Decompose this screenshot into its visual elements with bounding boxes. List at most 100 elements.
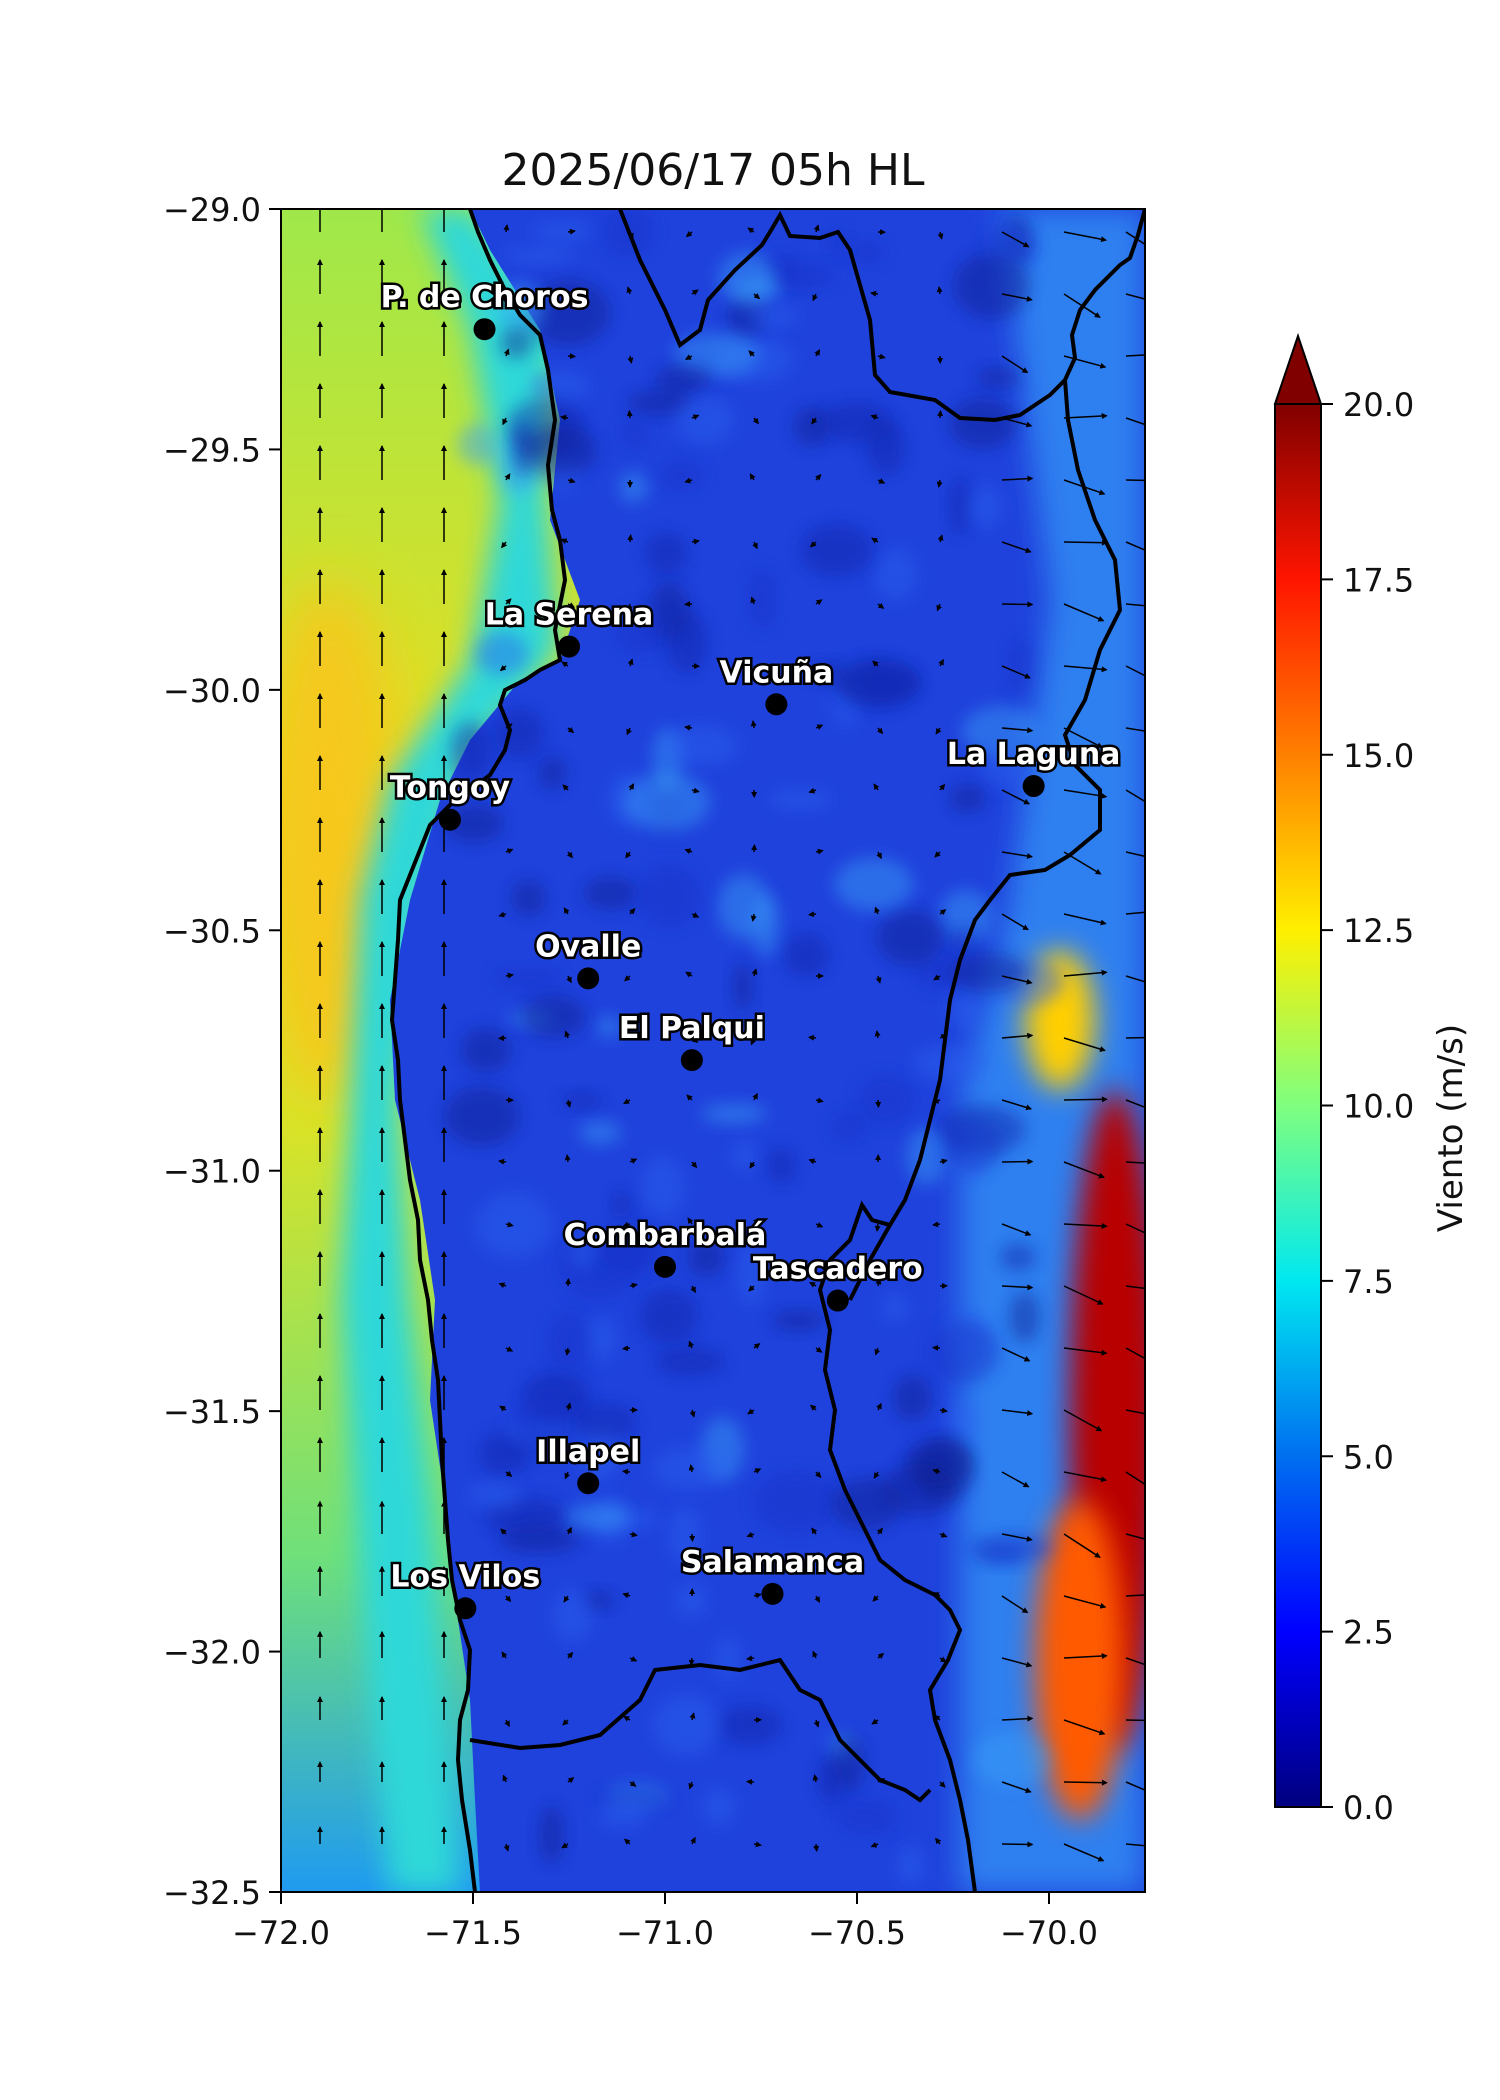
wind-vector <box>1063 1347 1108 1356</box>
wind-vector <box>566 851 573 859</box>
wind-vector <box>874 906 881 915</box>
wind-vector <box>813 1843 820 1852</box>
land-texture-patch <box>597 1802 648 1828</box>
land-texture-patch <box>620 421 649 447</box>
colorbar-tick-label: 0.0 <box>1343 1789 1394 1827</box>
wind-vectors <box>317 209 1145 1862</box>
wind-vector <box>1063 1533 1101 1558</box>
land-texture-patch <box>939 889 994 943</box>
wind-vector <box>687 1217 694 1225</box>
wind-vector <box>629 1158 638 1164</box>
wind-vector <box>1063 727 1104 749</box>
wind-vector <box>876 851 882 860</box>
wind-vector <box>812 293 818 302</box>
wind-vector <box>689 1409 696 1418</box>
wind-vector <box>936 603 943 612</box>
land-texture-patch <box>469 1481 523 1510</box>
wind-vector <box>1063 1222 1108 1229</box>
land-texture-patch <box>746 304 799 329</box>
wind-vector <box>629 1531 638 1538</box>
land-texture-patch <box>771 1310 826 1331</box>
wind-vector <box>935 1837 942 1845</box>
wind-vector <box>1125 1781 1145 1791</box>
wind-vector <box>870 290 879 297</box>
wind-vector <box>564 1347 571 1356</box>
wind-vector <box>498 788 507 794</box>
wind-vector <box>1063 1843 1105 1862</box>
land-texture-patch <box>947 1116 1003 1173</box>
land-texture-patch <box>475 1192 553 1258</box>
land-texture-patch <box>986 220 1035 265</box>
wind-vector <box>1001 1715 1034 1722</box>
wind-vector <box>1001 665 1031 679</box>
wind-vector <box>1001 789 1030 805</box>
wind-vector <box>684 354 693 360</box>
wind-vector <box>810 1404 817 1411</box>
wind-vector <box>688 1657 695 1666</box>
land-texture-patch <box>953 252 1031 319</box>
wind-vector <box>1001 601 1034 608</box>
wind-vector <box>749 1161 756 1169</box>
land-texture-patch <box>618 471 649 504</box>
wind-vector <box>622 1345 631 1352</box>
city-marker <box>577 967 600 990</box>
y-tick-label: −29.0 <box>163 191 261 229</box>
wind-vector <box>811 1527 818 1535</box>
land-texture-patch <box>799 523 874 577</box>
map-area: P. de Choros La Serena Vicuña Tongoy La Lagu… <box>281 209 1145 1892</box>
wind-vector <box>1001 1471 1030 1488</box>
land-texture-patch <box>912 1044 987 1083</box>
wind-vector <box>626 603 633 612</box>
wind-vector <box>1001 1223 1032 1236</box>
wind-vector <box>502 293 509 302</box>
wind-vector <box>934 851 941 858</box>
colorbar-tick-label: 12.5 <box>1343 912 1414 950</box>
land-texture-patch <box>830 1112 867 1142</box>
wind-vector <box>505 598 512 605</box>
land-texture-patch <box>668 1506 701 1564</box>
land-texture-patch <box>598 1243 629 1261</box>
wind-vector <box>626 286 633 295</box>
land-texture-patch <box>973 1731 1052 1787</box>
land-texture-patch <box>687 1237 726 1277</box>
city-marker <box>654 1255 676 1278</box>
city-marker <box>438 808 461 831</box>
wind-vector <box>875 975 882 984</box>
wind-vector <box>498 911 507 918</box>
wind-vector <box>872 660 879 667</box>
land-texture-patch <box>627 390 694 416</box>
land-texture-patch <box>450 721 492 781</box>
wind-vector <box>503 224 510 233</box>
land-texture-patch <box>515 1391 576 1458</box>
wind-vector <box>936 286 943 295</box>
land-texture-patch <box>876 909 945 966</box>
land-texture-patch <box>947 982 984 1031</box>
wind-vector <box>939 1531 948 1538</box>
land-texture-patch <box>858 1076 915 1124</box>
wind-vector <box>1063 231 1107 243</box>
wind-vector <box>1001 975 1033 985</box>
land-texture-patch <box>717 873 770 939</box>
wind-vector <box>746 1655 755 1662</box>
wind-vector <box>1063 1409 1103 1432</box>
wind-vector <box>815 474 822 481</box>
city-label: Tongoy <box>390 771 511 806</box>
wind-vector <box>1001 727 1034 734</box>
wind-vector <box>874 1347 881 1356</box>
wind-vector <box>690 1161 698 1169</box>
colorbar-tick-label: 17.5 <box>1343 561 1414 599</box>
land-texture-patch <box>1008 638 1033 696</box>
wind-vector <box>505 1470 513 1477</box>
land-texture-patch <box>538 1805 565 1865</box>
land-texture-patch <box>530 221 594 242</box>
colorbar-tick-label: 2.5 <box>1343 1614 1394 1652</box>
wind-vector <box>1125 603 1145 607</box>
land-texture-patch <box>511 879 547 917</box>
wind-vector <box>811 417 818 425</box>
city-marker <box>577 1472 600 1495</box>
wind-vector <box>629 1656 638 1662</box>
wind-vector <box>808 787 817 794</box>
wind-vector <box>876 727 884 735</box>
wind-vector <box>747 227 755 234</box>
land-texture-patch <box>897 1845 925 1886</box>
